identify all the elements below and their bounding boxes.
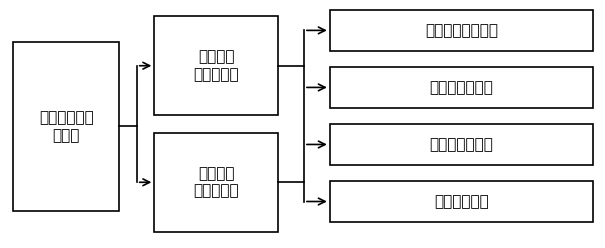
Text: 期望执行时间计算: 期望执行时间计算	[425, 23, 498, 38]
Bar	[154, 16, 278, 115]
Bar	[13, 42, 119, 211]
Text: 跟踪任务
参数生成器: 跟踪任务 参数生成器	[194, 166, 239, 198]
Text: 申请任务参数
生成器: 申请任务参数 生成器	[39, 110, 94, 143]
Bar	[330, 181, 593, 222]
Bar	[330, 10, 593, 51]
Text: 任务截止期计算: 任务截止期计算	[430, 80, 493, 95]
Text: 搜索方位角计算: 搜索方位角计算	[430, 137, 493, 152]
Bar	[330, 67, 593, 108]
Bar	[330, 124, 593, 165]
Text: 接收频率计算: 接收频率计算	[434, 194, 489, 209]
Text: 搜索任务
参数生成器: 搜索任务 参数生成器	[194, 50, 239, 82]
Bar	[154, 133, 278, 232]
